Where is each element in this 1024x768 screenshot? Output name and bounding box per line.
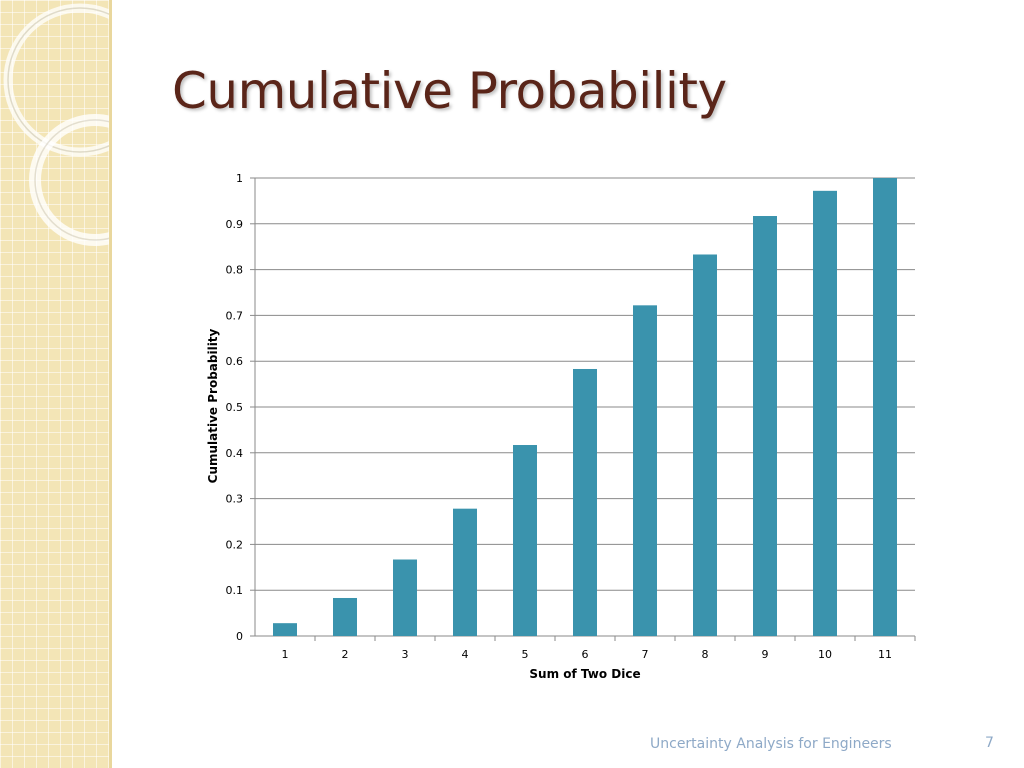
x-tick-label: 1 — [282, 648, 289, 661]
decorative-rings-icon — [3, 3, 112, 246]
bar-7 — [633, 305, 657, 636]
x-tick-label: 6 — [582, 648, 589, 661]
bar-1 — [273, 623, 297, 636]
footer-text: Uncertainty Analysis for Engineers — [650, 736, 892, 752]
y-tick-label: 0.2 — [226, 538, 244, 551]
bar-4 — [453, 508, 477, 636]
y-tick-label: 0.7 — [226, 309, 244, 322]
bar-11 — [873, 178, 897, 636]
y-tick-label: 0.6 — [226, 355, 244, 368]
bar-9 — [753, 216, 777, 636]
x-tick-label: 4 — [462, 648, 469, 661]
y-tick-label: 1 — [236, 172, 243, 185]
y-axis-label: Cumulative Probability — [206, 328, 220, 483]
bar-5 — [513, 445, 537, 636]
x-tick-label: 7 — [642, 648, 649, 661]
slide-title: Cumulative Probability — [172, 62, 727, 120]
x-tick-label: 8 — [702, 648, 709, 661]
x-tick-label: 2 — [342, 648, 349, 661]
x-tick-label: 11 — [878, 648, 892, 661]
y-tick-label: 0.8 — [226, 264, 244, 277]
bar-3 — [393, 559, 417, 636]
y-tick-label: 0.1 — [226, 584, 244, 597]
bar-8 — [693, 254, 717, 636]
y-tick-label: 0.4 — [226, 447, 244, 460]
y-tick-label: 0 — [236, 630, 243, 643]
page-number: 7 — [985, 735, 994, 751]
y-tick-label: 0.5 — [226, 401, 244, 414]
x-tick-label: 9 — [762, 648, 769, 661]
bar-2 — [333, 597, 357, 636]
bars — [273, 178, 897, 636]
x-tick-labels: 1 2 3 4 5 6 7 8 9 10 11 — [282, 648, 893, 661]
x-axis-label: Sum of Two Dice — [529, 667, 640, 681]
x-tick-label: 5 — [522, 648, 529, 661]
y-tick-label: 0.3 — [226, 493, 244, 506]
x-tick-label: 10 — [818, 648, 832, 661]
y-tick-label: 0.9 — [226, 218, 244, 231]
y-tick-labels: 0 0.1 0.2 0.3 0.4 0.5 0.6 0.7 0.8 0.9 1 — [226, 172, 244, 643]
bar-6 — [573, 368, 597, 636]
x-tick-label: 3 — [402, 648, 409, 661]
decorative-side-panel — [0, 0, 112, 768]
bar-10 — [813, 190, 837, 636]
